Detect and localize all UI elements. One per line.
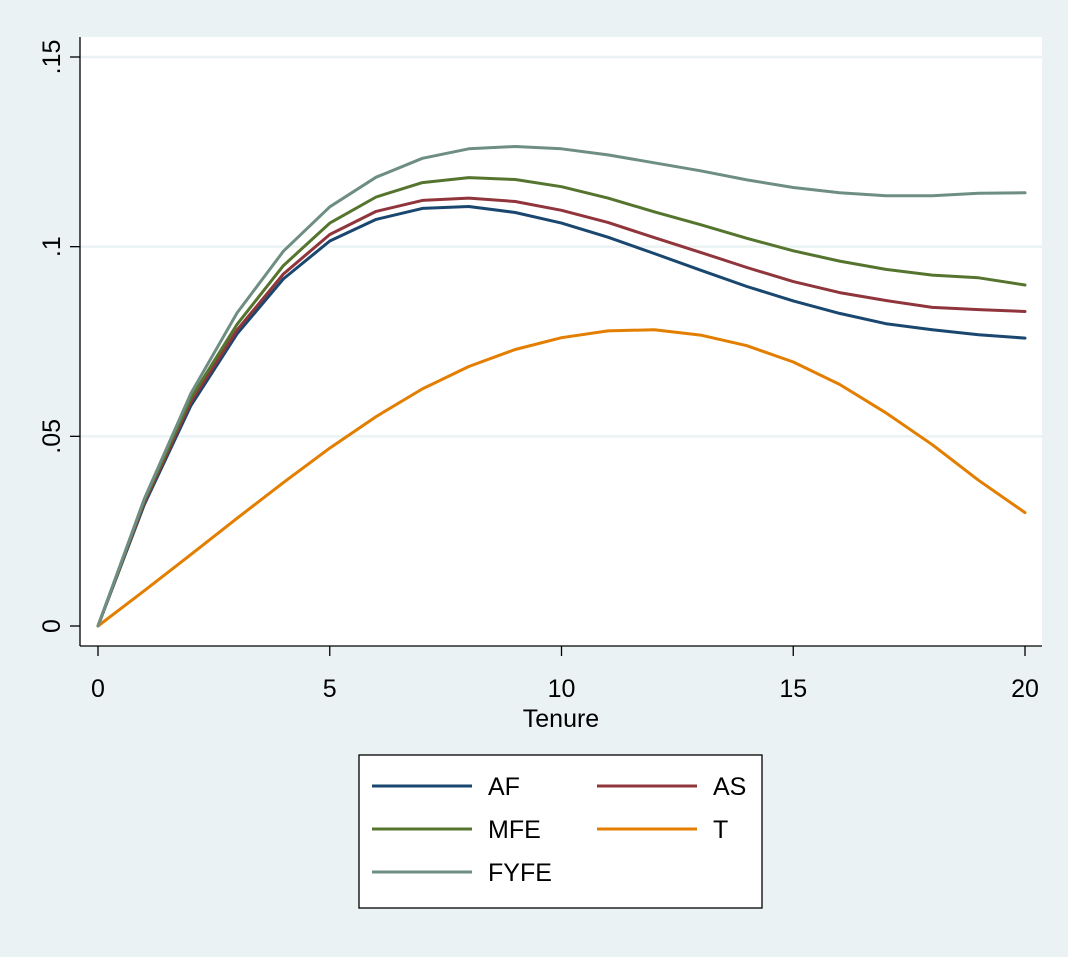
y-tick-label: .15: [38, 40, 66, 75]
series-line-as: [96, 196, 1027, 628]
legend: AF AS MFE T FYFE: [358, 754, 763, 909]
y-tick-label: 0: [38, 619, 66, 633]
series-line-t: [96, 328, 1027, 628]
plot-background: [80, 37, 1042, 646]
legend-label: AS: [713, 773, 746, 801]
y-tick-label: .1: [38, 236, 66, 257]
series-line-mfe: [96, 176, 1027, 628]
x-tick-label: 20: [1011, 675, 1039, 703]
x-tick-label: 5: [323, 675, 337, 703]
legend-label: T: [713, 816, 728, 844]
series-line-fyfe: [96, 145, 1027, 628]
legend-box: [358, 754, 763, 909]
y-ticks: 0 .05 .1 .15: [38, 40, 80, 633]
grid-lines: [80, 55, 1042, 438]
series-line-af: [96, 205, 1027, 628]
x-tick-label: 10: [548, 675, 576, 703]
legend-label: AF: [488, 773, 520, 801]
y-tick-label: .05: [38, 419, 66, 454]
x-tick-label: 15: [779, 675, 807, 703]
legend-label: FYFE: [488, 859, 552, 887]
x-ticks: 0 5 10 15 20: [91, 646, 1039, 703]
series-lines: [96, 145, 1027, 628]
legend-label: MFE: [488, 816, 541, 844]
x-axis-title: Tenure: [523, 705, 599, 733]
x-tick-label: 0: [91, 675, 105, 703]
